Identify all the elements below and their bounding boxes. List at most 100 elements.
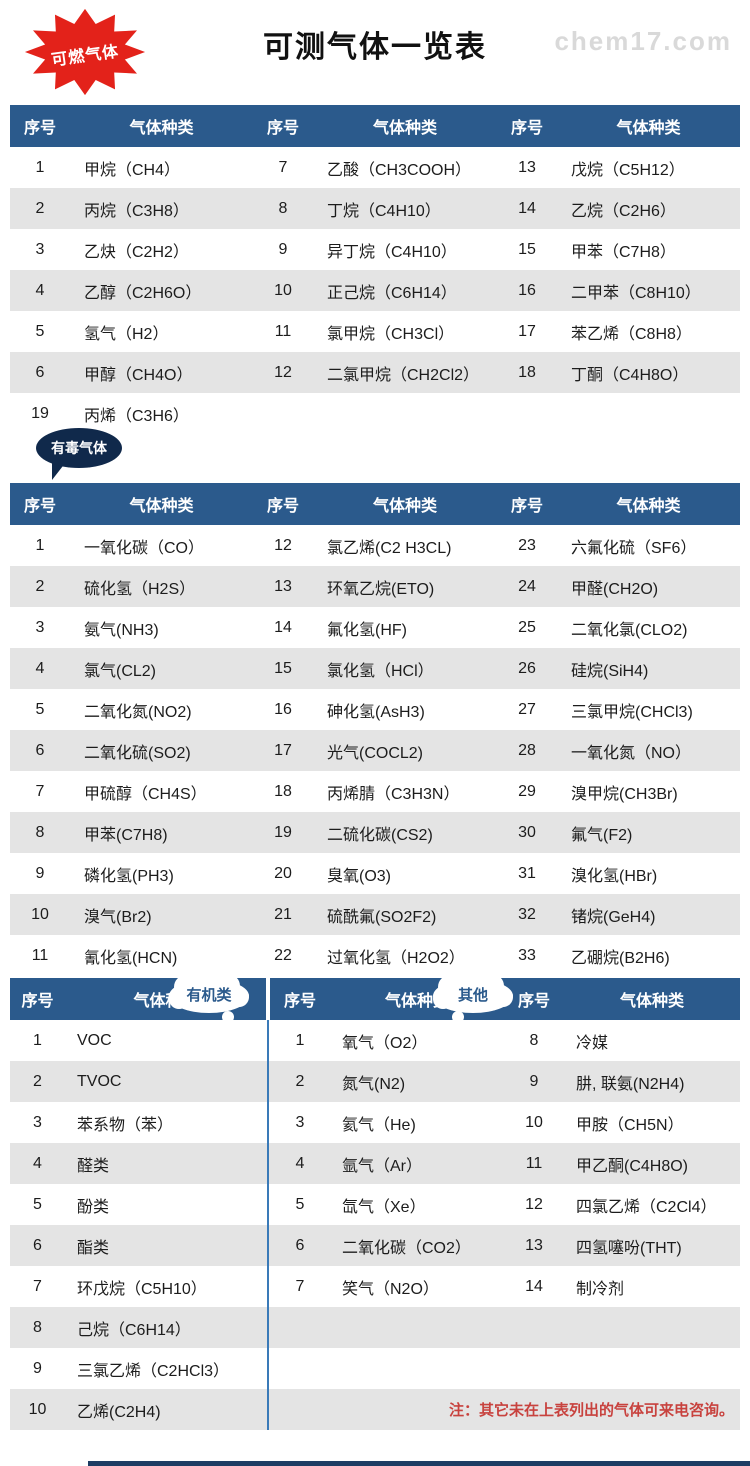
row-index: 3 <box>35 240 45 258</box>
gas-name: 三氯乙烯（C2HCl3） <box>77 1362 230 1380</box>
column-header-type: 气体种类 <box>384 993 449 1010</box>
row-index: 15 <box>518 240 536 258</box>
row-index: 19 <box>31 404 49 422</box>
gas-name: 锗烷(GeH4) <box>571 908 656 926</box>
row-index: 28 <box>518 741 536 759</box>
table-row: 3 乙炔（C2H2） 9 异丁烷（C4H10） 15 甲苯（C7H8） <box>10 229 740 270</box>
gas-name: 肼, 联氨(N2H4) <box>576 1075 685 1093</box>
row-index: 12 <box>274 536 292 554</box>
row-index: 12 <box>525 1195 543 1213</box>
organic-badge: 有机类 <box>166 970 252 1028</box>
gas-name: 二甲苯（C8H10） <box>571 284 701 302</box>
gas-name: 乙酸（CH3COOH） <box>327 161 472 179</box>
row-index: 12 <box>274 363 292 381</box>
row-index: 8 <box>35 823 45 841</box>
column-header-index: 序号 <box>510 498 543 515</box>
row-index: 8 <box>33 1318 42 1336</box>
gas-name: 二氧化氯(CLO2) <box>571 621 688 639</box>
gas-name: 溴甲烷(CH3Br) <box>571 785 678 803</box>
gas-name: 二氧化氮(NO2) <box>84 703 192 721</box>
other-badge-label: 其他 <box>457 987 488 1004</box>
gas-name: 甲乙酮(C4H8O) <box>576 1157 689 1175</box>
row-index: 9 <box>33 1359 42 1377</box>
row-index: 30 <box>518 823 536 841</box>
row-index: 10 <box>31 905 49 923</box>
gas-name: 四氢噻吩(THT) <box>576 1239 682 1257</box>
gas-name: 砷化氢(AsH3) <box>327 703 425 721</box>
toxic-table-header: 序号 气体种类 序号 气体种类 序号 气体种类 <box>10 483 740 525</box>
row-index: 10 <box>28 1400 47 1418</box>
table-row: 7 环戊烷（C5H10） 7 笑气（N2O） 14 制冷剂 <box>10 1266 740 1307</box>
gas-name: 己烷（C6H14） <box>77 1321 191 1339</box>
row-index: 10 <box>274 281 292 299</box>
gas-name: 酚类 <box>77 1198 110 1216</box>
column-header-index: 序号 <box>21 993 54 1010</box>
row-index: 2 <box>35 577 45 595</box>
table-row: 10 溴气(Br2) 21 硫酰氟(SO2F2) 32 锗烷(GeH4) <box>10 894 740 935</box>
gas-name: 氙气（Xe） <box>342 1198 426 1216</box>
row-index: 4 <box>35 659 45 677</box>
row-index: 2 <box>35 199 45 217</box>
gas-name: 苯乙烯（C8H8） <box>571 325 692 343</box>
row-index: 6 <box>35 363 45 381</box>
table-row: 9 磷化氢(PH3) 20 臭氧(O3) 31 溴化氢(HBr) <box>10 853 740 894</box>
row-index: 25 <box>518 618 536 636</box>
gas-name: 丁烷（C4H10） <box>327 202 441 220</box>
gas-name: 氦气（He) <box>342 1116 416 1134</box>
column-header-type: 气体种类 <box>129 120 194 137</box>
row-index: 16 <box>518 281 536 299</box>
row-index: 18 <box>274 782 292 800</box>
organic-badge-label: 有机类 <box>186 987 232 1004</box>
row-index: 13 <box>518 158 536 176</box>
gas-name: 苯系物（苯） <box>77 1116 174 1134</box>
table-row: 5 二氧化氮(NO2) 16 砷化氢(AsH3) 27 三氯甲烷(CHCl3) <box>10 689 740 730</box>
row-index: 24 <box>518 577 536 595</box>
row-index: 9 <box>529 1072 539 1090</box>
gas-name: 光气(COCL2) <box>327 744 424 762</box>
column-header-type: 气体种类 <box>372 498 437 515</box>
table-row: 7 甲硫醇（CH4S） 18 丙烯腈（C3H3N） 29 溴甲烷(CH3Br) <box>10 771 740 812</box>
row-index: 20 <box>274 864 292 882</box>
row-index: 19 <box>274 823 292 841</box>
table-row: 4 氯气(CL2) 15 氯化氢（HCl） 26 硅烷(SiH4) <box>10 648 740 689</box>
row-index: 1 <box>35 536 45 554</box>
row-index: 27 <box>518 700 536 718</box>
row-index: 7 <box>278 158 288 176</box>
row-index: 13 <box>525 1236 543 1254</box>
row-index: 11 <box>274 322 292 340</box>
gas-name: 六氟化硫（SF6） <box>571 539 697 557</box>
table-row: 5 氢气（H2） 11 氯甲烷（CH3Cl） 17 苯乙烯（C8H8） <box>10 311 740 352</box>
row-index: 2 <box>33 1072 42 1090</box>
column-header-type: 气体种类 <box>619 993 684 1010</box>
table-row: 9 三氯乙烯（C2HCl3） <box>10 1348 740 1389</box>
row-index: 33 <box>518 946 536 964</box>
table-row: 8 甲苯(C7H8) 19 二硫化碳(CS2) 30 氟气(F2) <box>10 812 740 853</box>
row-index: 4 <box>35 281 45 299</box>
gas-name: 二硫化碳(CS2) <box>327 826 433 844</box>
gas-name: 氯气(CL2) <box>84 662 157 680</box>
row-index: 5 <box>295 1195 305 1213</box>
gas-name: 二氯甲烷（CH2Cl2） <box>327 366 480 384</box>
column-header-type: 气体种类 <box>616 120 681 137</box>
gas-name: 甲醇（CH4O） <box>84 366 193 384</box>
row-index: 3 <box>35 618 45 636</box>
gas-name: 醛类 <box>77 1157 110 1175</box>
gas-name: 氨气(NH3) <box>84 621 159 639</box>
gas-name: 二氧化碳（CO2） <box>342 1239 471 1257</box>
table-row: 1 一氧化碳（CO） 12 氯乙烯(C2 H3CL) 23 六氟化硫（SF6） <box>10 525 740 566</box>
gas-name: 丙烯腈（C3H3N） <box>327 785 460 803</box>
gas-name: VOC <box>77 1031 112 1049</box>
starburst-icon <box>24 8 146 96</box>
other-badge: 其他 <box>430 970 516 1028</box>
gas-name: 硅烷(SiH4) <box>571 662 649 680</box>
row-index: 26 <box>518 659 536 677</box>
table-row: 6 甲醇（CH4O） 12 二氯甲烷（CH2Cl2） 18 丁酮（C4H8O） <box>10 352 740 393</box>
gas-name: 硫酰氟(SO2F2) <box>327 908 437 926</box>
combustible-table-body: 1 甲烷（CH4） 7 乙酸（CH3COOH） 13 戊烷（C5H12） 2 丙烷（C3H8）… <box>10 147 740 434</box>
gas-name: 氯乙烯(C2 H3CL) <box>327 539 452 557</box>
gas-name: 乙硼烷(B2H6) <box>571 949 670 967</box>
gas-name: 丁酮（C4H8O） <box>571 366 689 384</box>
column-header-type: 气体种类 <box>616 498 681 515</box>
gas-name: 乙烯(C2H4) <box>77 1403 161 1421</box>
